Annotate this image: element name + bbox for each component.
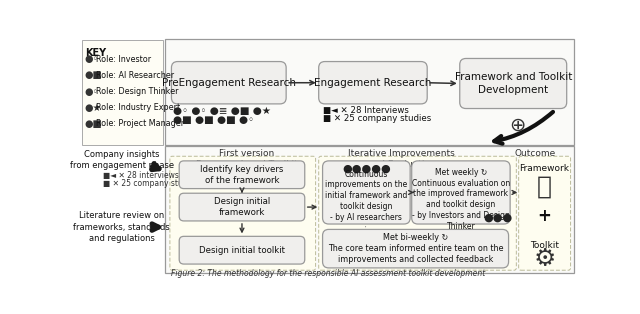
- Text: Company insights
from engagement phase: Company insights from engagement phase: [70, 150, 174, 170]
- Text: Identify key drivers
of the framework: Identify key drivers of the framework: [200, 165, 284, 185]
- FancyBboxPatch shape: [172, 62, 286, 104]
- Text: ●■: ●■: [84, 70, 102, 80]
- Text: Design initial toolkit: Design initial toolkit: [199, 246, 285, 255]
- Text: Continuous
improvements on the
initial framework and
toolkit design
- by AI rese: Continuous improvements on the initial f…: [325, 170, 408, 222]
- FancyBboxPatch shape: [179, 236, 305, 264]
- Bar: [81, 40, 163, 145]
- Text: Role: Project Manager: Role: Project Manager: [95, 119, 184, 128]
- Text: ●●●●●: ●●●●●: [342, 164, 391, 174]
- Text: +: +: [538, 207, 552, 225]
- Text: ●■ ●■ ●■ ●◦: ●■ ●■ ●■ ●◦: [173, 115, 254, 125]
- Text: Iterative Improvements
and Evaluation: Iterative Improvements and Evaluation: [348, 149, 455, 169]
- FancyBboxPatch shape: [412, 161, 510, 224]
- FancyBboxPatch shape: [179, 161, 305, 189]
- Text: ■ ✕ 25 company studies: ■ ✕ 25 company studies: [103, 179, 199, 188]
- Text: Engagement Research: Engagement Research: [314, 78, 431, 88]
- Text: Literature review on
frameworks, standards
and regulations: Literature review on frameworks, standar…: [74, 212, 170, 243]
- Text: Figure 2: The methodology for the responsible AI assessment toolkit development: Figure 2: The methodology for the respon…: [171, 269, 485, 278]
- FancyBboxPatch shape: [319, 156, 516, 270]
- Text: 📚: 📚: [537, 175, 552, 199]
- Text: ●◦ ●◦ ●≣ ●■ ●★: ●◦ ●◦ ●≣ ●■ ●★: [173, 106, 271, 116]
- Text: ●●●: ●●●: [484, 213, 513, 223]
- FancyBboxPatch shape: [460, 58, 566, 109]
- Text: ●★: ●★: [84, 103, 102, 113]
- Text: First version
Framework and Toolkit: First version Framework and Toolkit: [196, 149, 298, 169]
- Text: PreEngagement Research: PreEngagement Research: [162, 78, 296, 88]
- Text: Met weekly ↻
Continuous evaluation on
the improved framework
and toolkit design
: Met weekly ↻ Continuous evaluation on th…: [412, 168, 510, 230]
- Text: ■◄ ✕ 28 interviews: ■◄ ✕ 28 interviews: [103, 171, 179, 180]
- FancyBboxPatch shape: [170, 156, 316, 270]
- Text: Role: Design Thinker: Role: Design Thinker: [95, 87, 178, 96]
- Text: Outcome: Outcome: [515, 149, 556, 158]
- Text: Framework and Toolkit
Development: Framework and Toolkit Development: [454, 72, 572, 95]
- Text: ●◦: ●◦: [84, 87, 99, 97]
- Text: Toolkit: Toolkit: [530, 241, 559, 250]
- Text: ■ ✕ 25 company studies: ■ ✕ 25 company studies: [323, 114, 431, 123]
- FancyBboxPatch shape: [179, 193, 305, 221]
- Text: ⊕: ⊕: [509, 116, 525, 135]
- Bar: [165, 146, 573, 273]
- FancyBboxPatch shape: [323, 161, 410, 224]
- FancyBboxPatch shape: [319, 62, 428, 104]
- Text: ●◦: ●◦: [84, 54, 99, 64]
- Bar: [165, 39, 573, 145]
- Text: ⚙: ⚙: [533, 247, 556, 271]
- FancyBboxPatch shape: [323, 230, 509, 268]
- Text: Role: AI Researcher: Role: AI Researcher: [95, 71, 173, 80]
- Text: Role: Industry Expert: Role: Industry Expert: [95, 103, 180, 112]
- Text: Met bi-weekly ↻
The core team informed entire team on the
improvements and colle: Met bi-weekly ↻ The core team informed e…: [328, 233, 503, 264]
- Text: ■◄ ✕ 28 Interviews: ■◄ ✕ 28 Interviews: [323, 106, 408, 115]
- Text: Framework: Framework: [520, 164, 570, 173]
- Text: KEY: KEY: [85, 48, 106, 58]
- Text: Role: Investor: Role: Investor: [95, 55, 150, 64]
- FancyBboxPatch shape: [518, 156, 571, 270]
- Text: Design initial
framework: Design initial framework: [214, 197, 270, 217]
- Text: ●■: ●■: [84, 119, 102, 129]
